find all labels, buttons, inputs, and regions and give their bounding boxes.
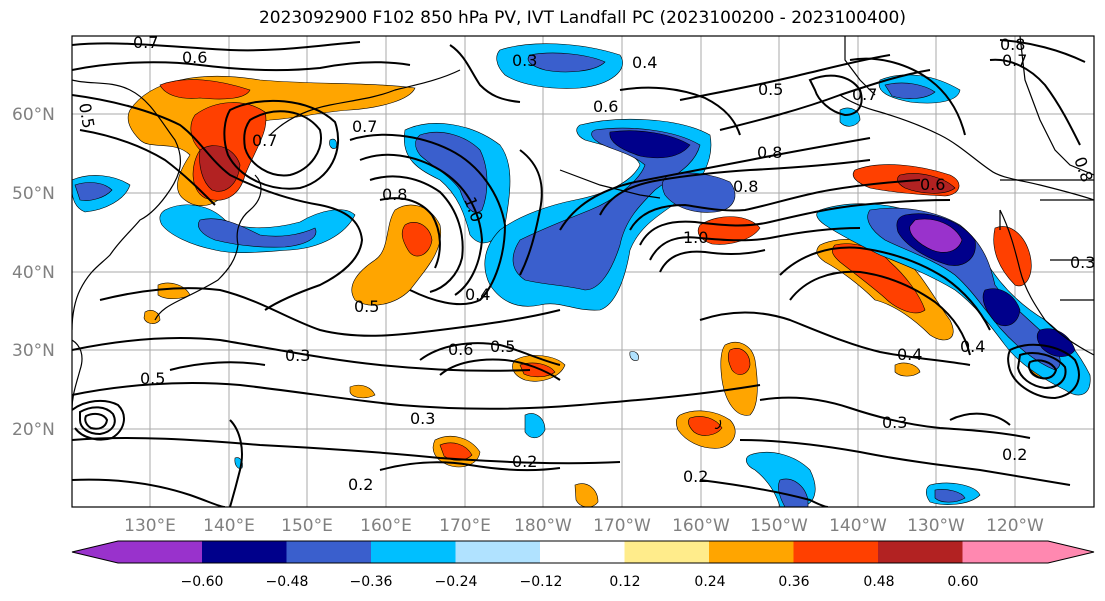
map-title: 2023092900 F102 850 hPa PV, IVT Landfall… — [258, 8, 906, 28]
lon-label: 140°W — [829, 516, 887, 536]
contour-label: 0.7 — [1002, 51, 1027, 70]
contour-label: 0.3 — [512, 51, 537, 70]
contour-label: 0.2 — [1002, 445, 1027, 464]
contour-label: 0.7 — [852, 85, 877, 104]
lon-label: 150°W — [750, 516, 808, 536]
colorbar-tick-label: 0.48 — [863, 574, 894, 590]
colorbar-bin — [624, 541, 710, 563]
colorbar-tick-label: 0.60 — [947, 574, 978, 590]
contour-label: 1.0 — [683, 228, 708, 247]
colorbar-tick-label: −0.36 — [350, 574, 393, 590]
contour-label: 0.8 — [757, 143, 782, 162]
map-panel: 0.7 0.6 0.5 0.3 0.4 0.6 0.5 0.8 0.7 0.8 … — [72, 33, 1097, 507]
pv-contours — [72, 39, 1086, 507]
colorbar-extend-min — [72, 541, 118, 563]
colorbar-bin — [540, 541, 625, 563]
colorbar-tick-label: −0.12 — [520, 574, 563, 590]
lat-label: 50°N — [12, 184, 55, 204]
contour-label: 0.7 — [352, 117, 377, 136]
contour-label: 0.5 — [758, 80, 783, 99]
contour-label: 0.2 — [683, 467, 708, 486]
contour-labels: 0.7 0.6 0.5 0.3 0.4 0.6 0.5 0.8 0.7 0.8 … — [75, 33, 1097, 494]
lon-label: 130°E — [124, 516, 176, 536]
lon-label: 160°W — [672, 516, 730, 536]
lon-label: 180°W — [514, 516, 572, 536]
contour-label: 0.2 — [512, 452, 537, 471]
contour-label: 0.8 — [1070, 154, 1097, 184]
colorbar-tick-label: −0.60 — [181, 574, 224, 590]
contour-label: 0.6 — [448, 340, 473, 359]
lat-label: 60°N — [12, 105, 55, 125]
colorbar-tick-label: −0.24 — [435, 574, 478, 590]
contour-label: 0.5 — [75, 101, 98, 129]
contour-label: 0.8 — [733, 177, 758, 196]
lon-label: 120°W — [986, 516, 1044, 536]
contour-label: 0.2 — [348, 475, 373, 494]
contour-label: 0.4 — [632, 53, 657, 72]
colorbar-tick-label: 0.36 — [778, 574, 809, 590]
contour-label: 0.4 — [960, 337, 985, 356]
colorbar-bin — [202, 541, 287, 563]
contour-label: 0.5 — [490, 337, 515, 356]
contour-label: 0.7 — [133, 33, 158, 52]
lat-label: 20°N — [12, 420, 55, 440]
colorbar-bin — [709, 541, 794, 563]
contour-label: 0.6 — [182, 48, 207, 67]
colorbar-tick-label: 0.12 — [609, 574, 640, 590]
contour-label: 0.3 — [882, 413, 907, 432]
map-frame — [71, 35, 1095, 508]
lon-label: 150°E — [281, 516, 333, 536]
colorbar-bin — [793, 541, 879, 563]
contour-label: 0.3 — [285, 346, 310, 365]
lon-label: 160°E — [360, 516, 412, 536]
contour-label: 0.7 — [252, 131, 277, 150]
lat-label: 30°N — [12, 341, 55, 361]
colorbar — [71, 540, 1095, 564]
colorbar-bin — [286, 541, 372, 563]
negative-anomalies — [72, 43, 1091, 507]
contour-label: 0.6 — [920, 175, 945, 194]
latitude-labels: 60°N 50°N 40°N 30°N 20°N — [12, 105, 55, 440]
contour-label: 0.4 — [465, 285, 490, 304]
colorbar-bin — [878, 541, 963, 563]
contour-label: 0.8 — [1000, 35, 1025, 54]
contour-label: 0.6 — [593, 97, 618, 116]
colorbar-tick-label: −0.48 — [266, 574, 309, 590]
contour-label: 0.8 — [382, 185, 407, 204]
colorbar-bin — [371, 541, 456, 563]
colorbar-tick-labels: −0.60 −0.48 −0.36 −0.24 −0.12 0.12 0.24 … — [181, 574, 979, 590]
colorbar-outline — [71, 540, 1095, 564]
lat-label: 40°N — [12, 263, 55, 283]
lon-label: 170°E — [439, 516, 491, 536]
longitude-labels: 130°E 140°E 150°E 160°E 170°E 180°W 170°… — [124, 516, 1044, 536]
contour-label: 0.4 — [897, 345, 922, 364]
lon-label: 140°E — [203, 516, 255, 536]
colorbar-bin — [455, 541, 541, 563]
colorbar-extend-max — [1048, 541, 1094, 563]
contour-label: 0.3 — [1070, 253, 1095, 272]
colorbar-bin — [962, 541, 1048, 563]
contour-label: 0.5 — [140, 369, 165, 388]
coastlines — [72, 36, 1094, 430]
contour-label: 0.5 — [354, 297, 379, 316]
colorbar-tick-label: 0.24 — [694, 574, 725, 590]
lon-label: 130°W — [907, 516, 965, 536]
colorbar-bin — [118, 541, 202, 563]
lon-label: 170°W — [593, 516, 651, 536]
contour-label: 0.3 — [410, 409, 435, 428]
